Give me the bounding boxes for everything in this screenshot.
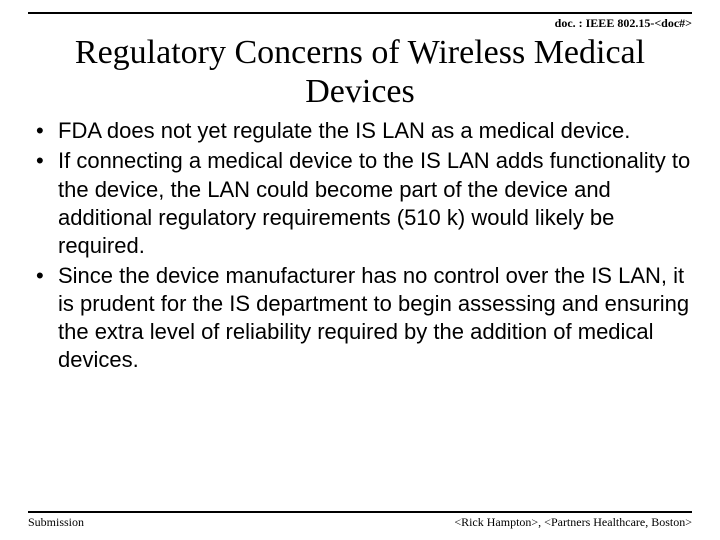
bullet-list: FDA does not yet regulate the IS LAN as …	[28, 117, 692, 374]
footer-left: Submission	[28, 515, 84, 530]
footer-rule	[28, 511, 692, 513]
footer: Submission <Rick Hampton>, <Partners Hea…	[28, 511, 692, 530]
list-item: If connecting a medical device to the IS…	[36, 147, 692, 260]
doc-id: doc. : IEEE 802.15-<doc#>	[28, 16, 692, 31]
list-item: FDA does not yet regulate the IS LAN as …	[36, 117, 692, 145]
slide: doc. : IEEE 802.15-<doc#> Regulatory Con…	[0, 0, 720, 540]
header-rule	[28, 12, 692, 14]
list-item: Since the device manufacturer has no con…	[36, 262, 692, 375]
footer-row: Submission <Rick Hampton>, <Partners Hea…	[28, 515, 692, 530]
footer-right: <Rick Hampton>, <Partners Healthcare, Bo…	[454, 515, 692, 530]
slide-title: Regulatory Concerns of Wireless Medical …	[28, 33, 692, 111]
